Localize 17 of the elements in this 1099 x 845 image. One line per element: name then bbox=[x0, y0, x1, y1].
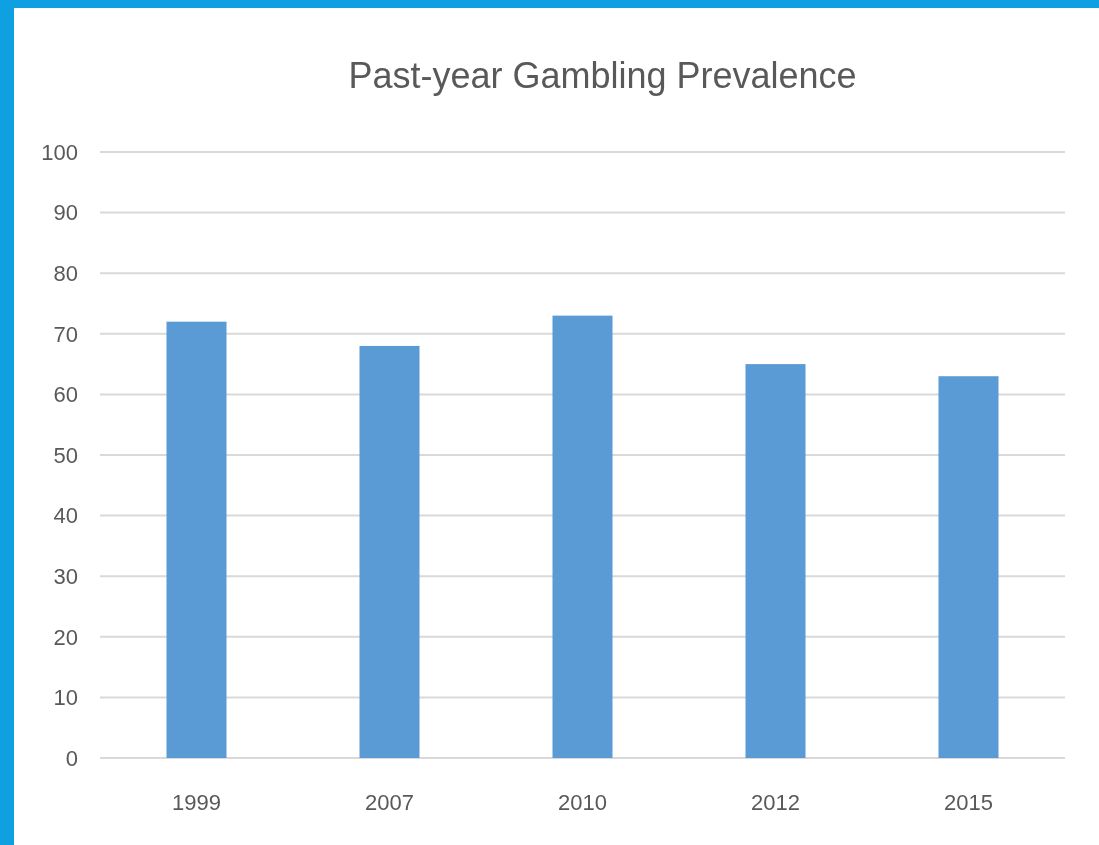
y-tick-label: 70 bbox=[53, 321, 78, 347]
y-tick-label: 30 bbox=[53, 563, 78, 589]
chart-title: Past-year Gambling Prevalence bbox=[348, 55, 857, 96]
x-tick-label: 2007 bbox=[365, 790, 414, 815]
y-tick-label: 20 bbox=[53, 624, 78, 650]
y-tick-label: 60 bbox=[53, 382, 78, 408]
y-tick-label: 40 bbox=[53, 503, 78, 529]
y-tick-label: 0 bbox=[65, 745, 78, 771]
x-tick-label: 1999 bbox=[172, 790, 221, 815]
x-tick-label: 2012 bbox=[751, 790, 800, 815]
x-tick-label: 2010 bbox=[558, 790, 607, 815]
y-tick-label: 50 bbox=[53, 442, 78, 468]
y-tick-label: 10 bbox=[53, 685, 78, 711]
y-tick-label: 90 bbox=[53, 200, 78, 226]
x-tick-label: 2015 bbox=[944, 790, 993, 815]
y-tick-label: 100 bbox=[41, 139, 78, 165]
y-tick-label: 80 bbox=[53, 260, 78, 286]
